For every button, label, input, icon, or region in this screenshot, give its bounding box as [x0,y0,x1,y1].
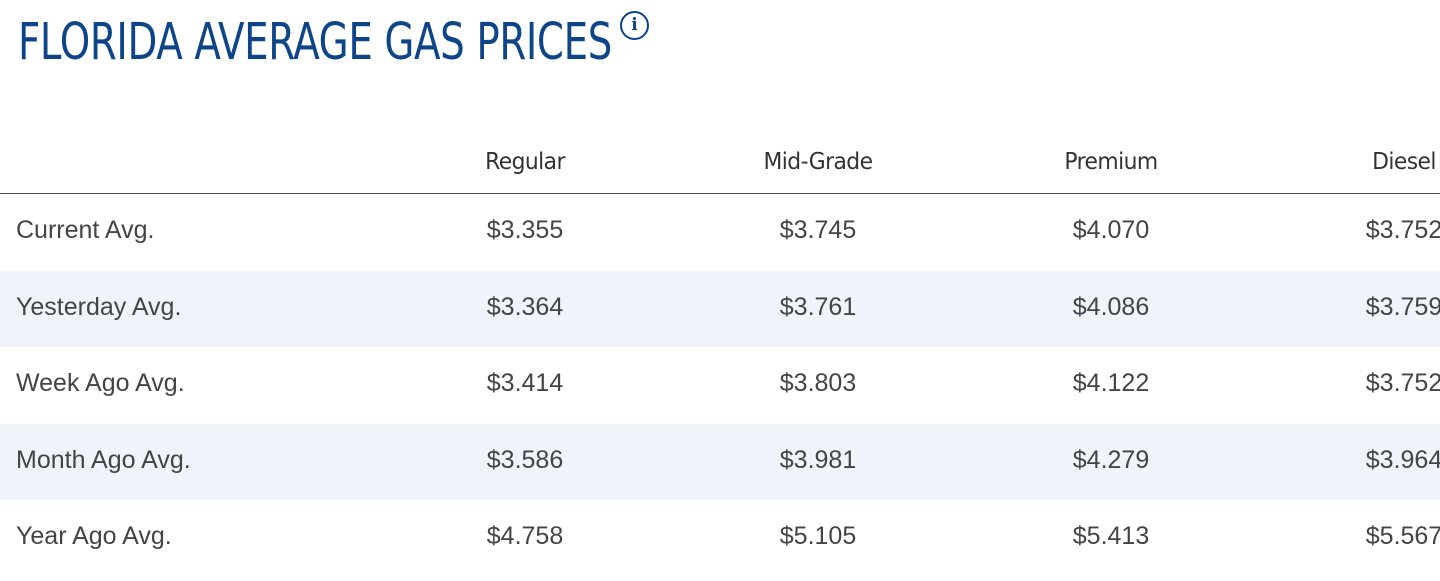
price-cell-diesel: $3.759 [1365,292,1440,321]
price-cell-regular: $3.355 [486,216,564,244]
price-cell-premium: $4.070 [1072,216,1150,244]
price-cell-regular: $3.364 [486,292,564,321]
column-header-mid-grade: Mid-Grade [763,149,874,175]
page-title: FLORIDA AVERAGE GAS PRICES [18,13,612,72]
price-cell-diesel: $3.964 [1365,445,1440,474]
column-header-premium: Premium [1064,149,1158,175]
price-cell-mid-grade: $3.761 [779,292,857,321]
column-header-diesel: Diesel [1372,149,1436,175]
price-cell-regular: $3.414 [486,369,564,398]
price-cell-mid-grade: $3.981 [779,445,857,474]
table-row: Current Avg. $3.355 $3.745 $4.070 $3.752 [0,194,1440,271]
price-cell-premium: $4.279 [1072,445,1150,474]
price-cell-diesel: $5.567 [1365,522,1440,551]
price-cell-mid-grade: $3.745 [779,216,857,244]
gas-price-table: Regular Mid-Grade Premium Diesel Current… [0,125,1440,577]
price-cell-regular: $3.586 [486,445,564,474]
price-cell-mid-grade: $5.105 [779,522,857,551]
price-cell-premium: $4.122 [1072,369,1150,398]
table-row: Week Ago Avg. $3.414 $3.803 $4.122 $3.75… [0,347,1440,424]
row-label: Week Ago Avg. [16,369,185,398]
table-row: Yesterday Avg. $3.364 $3.761 $4.086 $3.7… [0,270,1440,348]
price-cell-regular: $4.758 [486,522,564,551]
price-cell-premium: $5.413 [1072,522,1150,551]
row-label: Yesterday Avg. [16,292,182,321]
price-cell-mid-grade: $3.803 [779,369,857,398]
price-cell-diesel: $3.752 [1365,369,1440,398]
column-header-regular: Regular [485,149,565,175]
row-label: Month Ago Avg. [16,445,191,474]
row-label: Current Avg. [16,216,155,244]
table-row: Month Ago Avg. $3.586 $3.981 $4.279 $3.9… [0,423,1440,501]
table-row: Year Ago Avg. $4.758 $5.105 $5.413 $5.56… [0,500,1440,577]
price-cell-diesel: $3.752 [1365,216,1440,244]
price-cell-premium: $4.086 [1072,292,1150,321]
row-label: Year Ago Avg. [16,522,172,551]
info-icon[interactable]: i [620,11,649,40]
table-header-row: Regular Mid-Grade Premium Diesel [0,125,1440,194]
page-header: FLORIDA AVERAGE GAS PRICES i [18,8,800,78]
